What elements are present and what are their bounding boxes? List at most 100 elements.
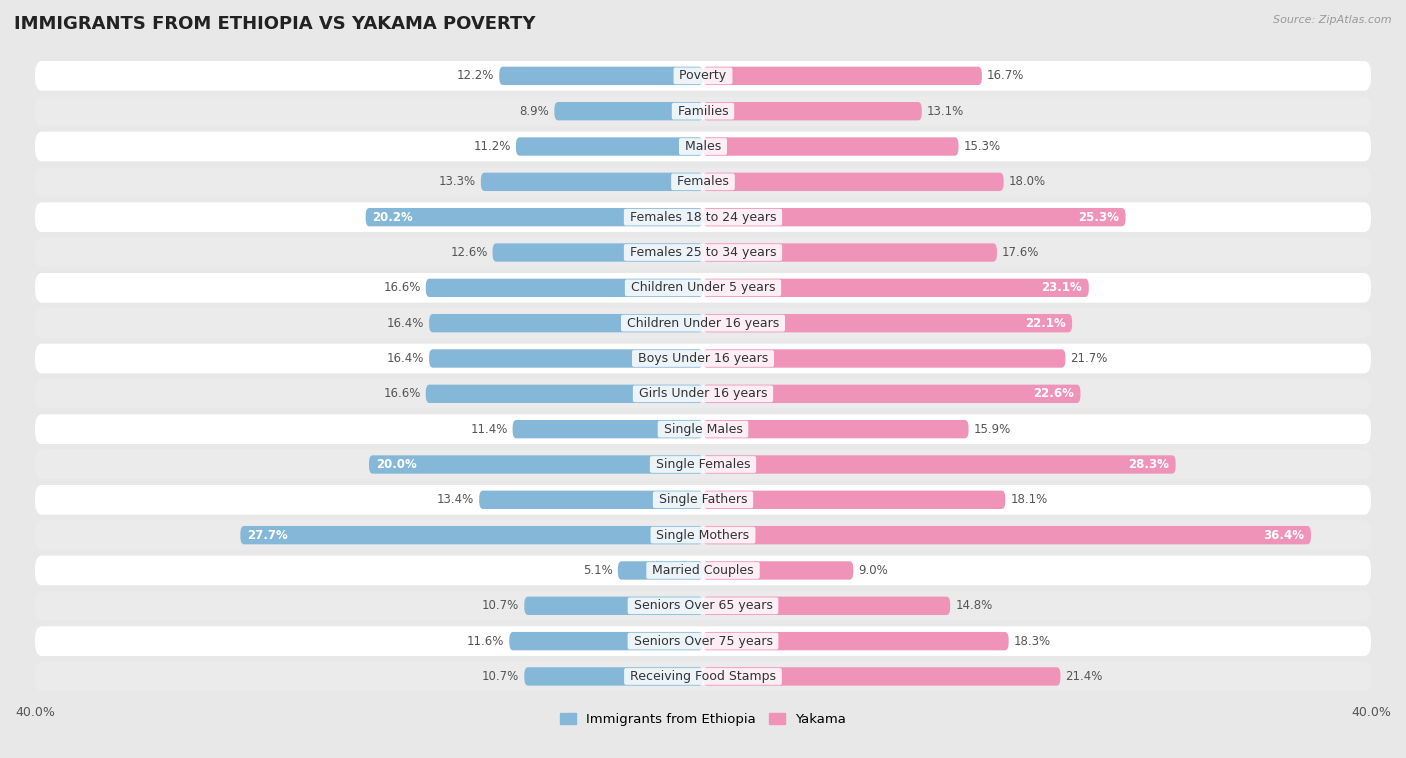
FancyBboxPatch shape xyxy=(703,384,1080,403)
FancyBboxPatch shape xyxy=(35,662,1371,691)
FancyBboxPatch shape xyxy=(35,556,1371,585)
FancyBboxPatch shape xyxy=(35,61,1371,91)
FancyBboxPatch shape xyxy=(703,632,1008,650)
FancyBboxPatch shape xyxy=(703,349,1066,368)
Text: 8.9%: 8.9% xyxy=(520,105,550,117)
Text: 14.8%: 14.8% xyxy=(955,600,993,612)
Text: 16.4%: 16.4% xyxy=(387,352,425,365)
Text: Females 25 to 34 years: Females 25 to 34 years xyxy=(626,246,780,259)
Text: 12.2%: 12.2% xyxy=(457,70,495,83)
Text: 9.0%: 9.0% xyxy=(858,564,889,577)
Text: Children Under 16 years: Children Under 16 years xyxy=(623,317,783,330)
Text: Receiving Food Stamps: Receiving Food Stamps xyxy=(626,670,780,683)
Text: 21.4%: 21.4% xyxy=(1066,670,1102,683)
FancyBboxPatch shape xyxy=(703,137,959,155)
FancyBboxPatch shape xyxy=(35,520,1371,550)
Text: 21.7%: 21.7% xyxy=(1070,352,1108,365)
Text: 18.3%: 18.3% xyxy=(1014,634,1050,647)
Text: 16.7%: 16.7% xyxy=(987,70,1025,83)
Text: Married Couples: Married Couples xyxy=(648,564,758,577)
FancyBboxPatch shape xyxy=(524,667,703,686)
FancyBboxPatch shape xyxy=(703,561,853,580)
FancyBboxPatch shape xyxy=(426,384,703,403)
Text: Single Males: Single Males xyxy=(659,423,747,436)
FancyBboxPatch shape xyxy=(240,526,703,544)
Text: 23.1%: 23.1% xyxy=(1042,281,1083,294)
Text: 16.4%: 16.4% xyxy=(387,317,425,330)
FancyBboxPatch shape xyxy=(35,238,1371,268)
FancyBboxPatch shape xyxy=(703,102,922,121)
FancyBboxPatch shape xyxy=(35,485,1371,515)
FancyBboxPatch shape xyxy=(481,173,703,191)
FancyBboxPatch shape xyxy=(366,208,703,227)
FancyBboxPatch shape xyxy=(516,137,703,155)
FancyBboxPatch shape xyxy=(35,132,1371,161)
Text: 28.3%: 28.3% xyxy=(1128,458,1168,471)
Text: 15.3%: 15.3% xyxy=(963,140,1001,153)
FancyBboxPatch shape xyxy=(703,279,1088,297)
FancyBboxPatch shape xyxy=(426,279,703,297)
Text: Seniors Over 75 years: Seniors Over 75 years xyxy=(630,634,776,647)
FancyBboxPatch shape xyxy=(703,208,1126,227)
FancyBboxPatch shape xyxy=(35,202,1371,232)
Text: Children Under 5 years: Children Under 5 years xyxy=(627,281,779,294)
Text: Single Fathers: Single Fathers xyxy=(655,493,751,506)
FancyBboxPatch shape xyxy=(554,102,703,121)
FancyBboxPatch shape xyxy=(509,632,703,650)
Text: 22.6%: 22.6% xyxy=(1033,387,1074,400)
FancyBboxPatch shape xyxy=(35,96,1371,126)
Text: Females 18 to 24 years: Females 18 to 24 years xyxy=(626,211,780,224)
FancyBboxPatch shape xyxy=(35,379,1371,409)
FancyBboxPatch shape xyxy=(35,273,1371,302)
Text: 13.4%: 13.4% xyxy=(437,493,474,506)
Text: 22.1%: 22.1% xyxy=(1025,317,1066,330)
Text: 20.0%: 20.0% xyxy=(375,458,416,471)
FancyBboxPatch shape xyxy=(703,490,1005,509)
Text: IMMIGRANTS FROM ETHIOPIA VS YAKAMA POVERTY: IMMIGRANTS FROM ETHIOPIA VS YAKAMA POVER… xyxy=(14,15,536,33)
Text: 17.6%: 17.6% xyxy=(1002,246,1039,259)
Legend: Immigrants from Ethiopia, Yakama: Immigrants from Ethiopia, Yakama xyxy=(554,708,852,731)
FancyBboxPatch shape xyxy=(35,626,1371,656)
FancyBboxPatch shape xyxy=(703,173,1004,191)
FancyBboxPatch shape xyxy=(617,561,703,580)
FancyBboxPatch shape xyxy=(35,309,1371,338)
Text: 12.6%: 12.6% xyxy=(450,246,488,259)
Text: Single Mothers: Single Mothers xyxy=(652,528,754,542)
FancyBboxPatch shape xyxy=(703,420,969,438)
Text: Boys Under 16 years: Boys Under 16 years xyxy=(634,352,772,365)
Text: 5.1%: 5.1% xyxy=(583,564,613,577)
Text: 11.4%: 11.4% xyxy=(470,423,508,436)
FancyBboxPatch shape xyxy=(513,420,703,438)
FancyBboxPatch shape xyxy=(492,243,703,262)
FancyBboxPatch shape xyxy=(703,597,950,615)
Text: Single Females: Single Females xyxy=(652,458,754,471)
Text: 27.7%: 27.7% xyxy=(247,528,288,542)
FancyBboxPatch shape xyxy=(703,667,1060,686)
FancyBboxPatch shape xyxy=(703,456,1175,474)
Text: Source: ZipAtlas.com: Source: ZipAtlas.com xyxy=(1274,15,1392,25)
FancyBboxPatch shape xyxy=(703,67,981,85)
Text: 25.3%: 25.3% xyxy=(1078,211,1119,224)
Text: 13.1%: 13.1% xyxy=(927,105,965,117)
Text: 16.6%: 16.6% xyxy=(384,281,420,294)
FancyBboxPatch shape xyxy=(35,449,1371,479)
Text: 10.7%: 10.7% xyxy=(482,670,519,683)
FancyBboxPatch shape xyxy=(35,591,1371,621)
Text: 11.6%: 11.6% xyxy=(467,634,505,647)
FancyBboxPatch shape xyxy=(35,167,1371,196)
FancyBboxPatch shape xyxy=(499,67,703,85)
FancyBboxPatch shape xyxy=(703,243,997,262)
Text: 20.2%: 20.2% xyxy=(373,211,413,224)
Text: Girls Under 16 years: Girls Under 16 years xyxy=(634,387,772,400)
FancyBboxPatch shape xyxy=(703,526,1310,544)
Text: 10.7%: 10.7% xyxy=(482,600,519,612)
FancyBboxPatch shape xyxy=(479,490,703,509)
Text: 15.9%: 15.9% xyxy=(973,423,1011,436)
Text: 16.6%: 16.6% xyxy=(384,387,420,400)
FancyBboxPatch shape xyxy=(524,597,703,615)
FancyBboxPatch shape xyxy=(35,343,1371,374)
Text: Females: Females xyxy=(673,175,733,188)
Text: 11.2%: 11.2% xyxy=(474,140,510,153)
FancyBboxPatch shape xyxy=(429,349,703,368)
Text: 18.1%: 18.1% xyxy=(1011,493,1047,506)
